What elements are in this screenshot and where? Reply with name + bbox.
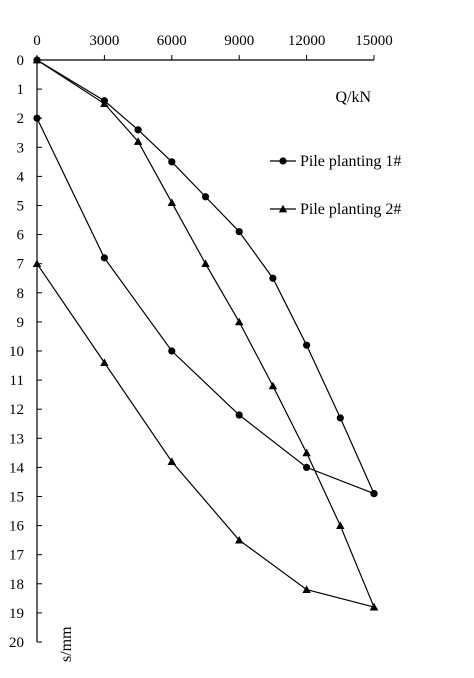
circle-marker [370, 489, 378, 498]
y-tick-label: 1 [17, 82, 25, 98]
y-axis-label: s/mm [58, 626, 75, 662]
series-layer [32, 55, 379, 611]
circle-marker [201, 193, 210, 201]
y-tick-label: 2 [17, 111, 25, 127]
legend-marker-circle [279, 157, 287, 165]
y-tick-label: 15 [9, 490, 24, 506]
x-tick-label: 6000 [157, 33, 187, 49]
series-2-unloading-line [36, 263, 375, 608]
legend-item-pile-2: Pile planting 2# [270, 201, 401, 218]
y-tick-label: 14 [9, 460, 25, 476]
triangle-marker [278, 204, 288, 213]
triangle-marker [201, 259, 210, 268]
x-tick-label: 15000 [355, 33, 393, 49]
triangle-marker [167, 198, 176, 206]
y-tick-label: 0 [17, 53, 25, 69]
axes [36, 55, 375, 643]
y-tick-label: 10 [9, 344, 24, 360]
triangle-marker [302, 585, 311, 593]
x-tick-labels: 0 3000 6000 9000 12000 15000 [33, 33, 393, 49]
legend-marker-triangle [278, 204, 288, 213]
x-axis-label: Q/kN [335, 89, 371, 106]
triangle-marker [235, 317, 244, 326]
y-tick-label: 11 [10, 373, 24, 389]
x-tick-label: 0 [33, 33, 41, 49]
legend: Pile planting 1# Pile planting 2# [270, 153, 401, 218]
triangle-marker [369, 602, 379, 611]
circle-marker [279, 157, 287, 165]
triangle-marker [100, 358, 109, 366]
triangle-marker [167, 457, 176, 465]
y-tick-label: 3 [17, 140, 25, 156]
x-tick-label: 3000 [89, 33, 119, 49]
series-1 [33, 56, 378, 498]
y-tick-label: 7 [17, 257, 25, 273]
triangle-marker [268, 381, 278, 390]
triangle-marker [302, 448, 311, 457]
circle-marker [33, 114, 41, 122]
circle-marker [269, 274, 277, 282]
y-tick-label: 20 [9, 635, 24, 651]
y-tick-label: 18 [9, 577, 24, 593]
y-tick-label: 17 [9, 548, 25, 564]
y-tick-label: 6 [17, 228, 25, 244]
y-tick-label: 5 [17, 199, 25, 215]
triangle-marker [32, 259, 42, 268]
circle-marker [303, 463, 311, 471]
circle-marker [235, 411, 243, 419]
x-tick-label: 12000 [288, 33, 326, 49]
y-tick-label: 8 [17, 286, 25, 302]
triangle-marker [133, 137, 143, 145]
y-tick-label: 9 [17, 315, 25, 331]
triangle-marker [100, 99, 109, 108]
triangle-marker [235, 535, 244, 544]
circle-marker [168, 158, 176, 166]
circle-marker [100, 254, 108, 262]
circle-marker [235, 228, 243, 236]
y-tick-label: 13 [9, 431, 24, 447]
circle-marker [336, 414, 344, 422]
legend-item-pile-1: Pile planting 1# [270, 153, 401, 170]
circle-marker [168, 347, 176, 355]
y-tick-label: 16 [9, 519, 25, 535]
x-tick-label: 9000 [224, 33, 254, 49]
triangle-marker [32, 55, 42, 64]
series-1-unloading-line [36, 117, 375, 495]
triangle-marker [336, 521, 345, 529]
y-tick-label: 12 [9, 402, 24, 418]
legend-label: Pile planting 2# [300, 201, 401, 218]
series-2-loading-line [36, 59, 375, 608]
y-tick-label: 4 [17, 169, 25, 185]
y-tick-label: 19 [9, 606, 24, 622]
legend-label: Pile planting 1# [300, 153, 401, 170]
circle-marker [303, 341, 311, 349]
circle-marker [134, 126, 142, 134]
series-1-loading-line [36, 59, 375, 494]
series-2 [32, 55, 379, 611]
